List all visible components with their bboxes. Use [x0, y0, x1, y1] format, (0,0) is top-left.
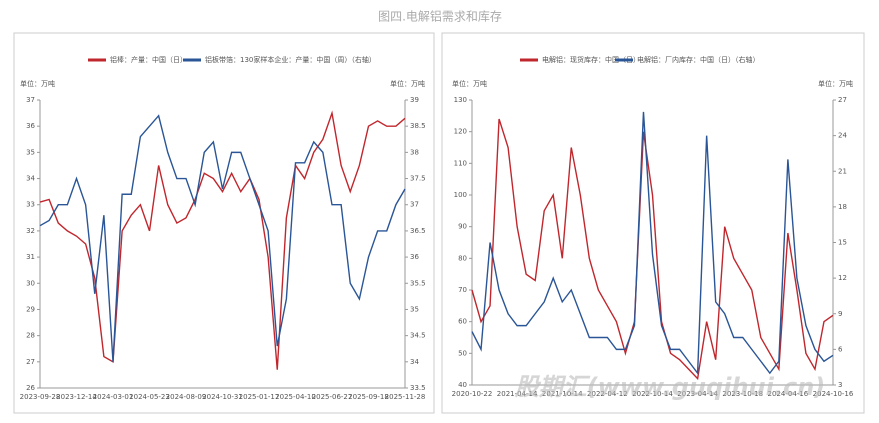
- y2-tick-label: 35.5: [410, 279, 426, 287]
- legend-label: 电解铝：厂内库存：中国（日）（右轴）: [637, 55, 760, 64]
- y-unit-label: 单位：万吨: [452, 79, 487, 88]
- x-tick-label: 2023-12-14: [56, 393, 97, 401]
- series-line: [39, 110, 406, 370]
- y-tick-label: 70: [458, 286, 467, 294]
- panel-frame: [441, 32, 865, 414]
- y2-tick-label: 34.5: [410, 332, 426, 340]
- y2-tick-label: 21: [838, 167, 847, 175]
- y2-tick-label: 27: [838, 96, 847, 104]
- x-tick-label: 2025-06-27: [312, 393, 353, 401]
- y-tick-label: 26: [26, 384, 35, 392]
- y-tick-label: 90: [458, 223, 467, 231]
- y-unit-label: 单位：万吨: [20, 79, 55, 88]
- y2-tick-label: 37.5: [410, 175, 426, 183]
- y-tick-label: 31: [26, 253, 35, 261]
- y2-tick-label: 33.5: [410, 384, 426, 392]
- x-tick-label: 2023-04-14: [677, 390, 718, 398]
- x-tick-label: 2021-04-14: [497, 390, 538, 398]
- y-tick-label: 37: [26, 96, 35, 104]
- x-tick-label: 2022-04-12: [587, 390, 628, 398]
- y2-unit-label: 单位：万吨: [818, 79, 853, 88]
- x-tick-label: 2025-09-18: [348, 393, 389, 401]
- y-tick-label: 32: [26, 227, 35, 235]
- y-tick-label: 110: [454, 159, 467, 167]
- watermark: 股期汇(www.guqihui.cn): [514, 373, 826, 401]
- legend-label: 铝板带箔：130家样本企业：产量：中国（周）（右轴）: [205, 55, 376, 64]
- x-tick-label: 2025-11-28: [385, 393, 426, 401]
- y2-tick-label: 36: [410, 253, 419, 261]
- series-line: [39, 114, 406, 362]
- y2-unit-label: 单位：万吨: [390, 79, 425, 88]
- series-line: [471, 111, 834, 376]
- y-tick-label: 80: [458, 254, 467, 262]
- x-tick-label: 2025-01-17: [239, 393, 280, 401]
- x-tick-label: 2021-10-14: [542, 390, 583, 398]
- x-tick-label: 2023-09-28: [20, 393, 61, 401]
- y-tick-label: 33: [26, 201, 35, 209]
- x-tick-label: 2024-03-01: [93, 393, 134, 401]
- y2-tick-label: 9: [838, 310, 842, 318]
- x-tick-label: 2024-05-23: [129, 393, 170, 401]
- y2-tick-label: 24: [838, 132, 847, 140]
- y-tick-label: 34: [26, 175, 35, 183]
- panel-frame: [13, 32, 435, 414]
- y-tick-label: 40: [458, 381, 467, 389]
- figure-title: 图四.电解铝需求和库存: [378, 9, 502, 24]
- x-tick-label: 2024-10-16: [813, 390, 854, 398]
- legend-label: 铝棒：产量：中国（日）: [110, 55, 187, 64]
- y-tick-label: 36: [26, 122, 35, 130]
- legend-label: 电解铝：现货库存：中国（日）: [542, 55, 640, 64]
- x-tick-label: 2020-10-22: [452, 390, 493, 398]
- y-tick-label: 28: [26, 332, 35, 340]
- y2-tick-label: 38: [410, 148, 419, 156]
- x-tick-label: 2024-04-16: [768, 390, 809, 398]
- x-tick-label: 2025-04-10: [275, 393, 316, 401]
- x-tick-label: 2022-10-14: [632, 390, 673, 398]
- y-tick-label: 120: [454, 128, 467, 136]
- y-tick-label: 130: [454, 96, 467, 104]
- y2-tick-label: 6: [838, 345, 843, 353]
- y-tick-label: 35: [26, 148, 35, 156]
- y-tick-label: 27: [26, 358, 35, 366]
- y2-tick-label: 37: [410, 201, 419, 209]
- y2-tick-label: 15: [838, 239, 847, 247]
- y2-tick-label: 3: [838, 381, 842, 389]
- y2-tick-label: 36.5: [410, 227, 426, 235]
- series-line: [471, 118, 834, 381]
- y2-tick-label: 12: [838, 274, 847, 282]
- y-tick-label: 60: [458, 318, 467, 326]
- y-tick-label: 50: [458, 349, 467, 357]
- y2-tick-label: 39: [410, 96, 419, 104]
- x-tick-label: 2023-10-18: [722, 390, 763, 398]
- y2-tick-label: 34: [410, 358, 419, 366]
- y-tick-label: 29: [26, 305, 35, 313]
- y2-tick-label: 18: [838, 203, 847, 211]
- y2-tick-label: 38.5: [410, 122, 426, 130]
- x-tick-label: 2024-10-31: [202, 393, 243, 401]
- y-tick-label: 30: [26, 279, 35, 287]
- x-tick-label: 2024-08-09: [166, 393, 207, 401]
- y2-tick-label: 35: [410, 305, 419, 313]
- y-tick-label: 100: [454, 191, 467, 199]
